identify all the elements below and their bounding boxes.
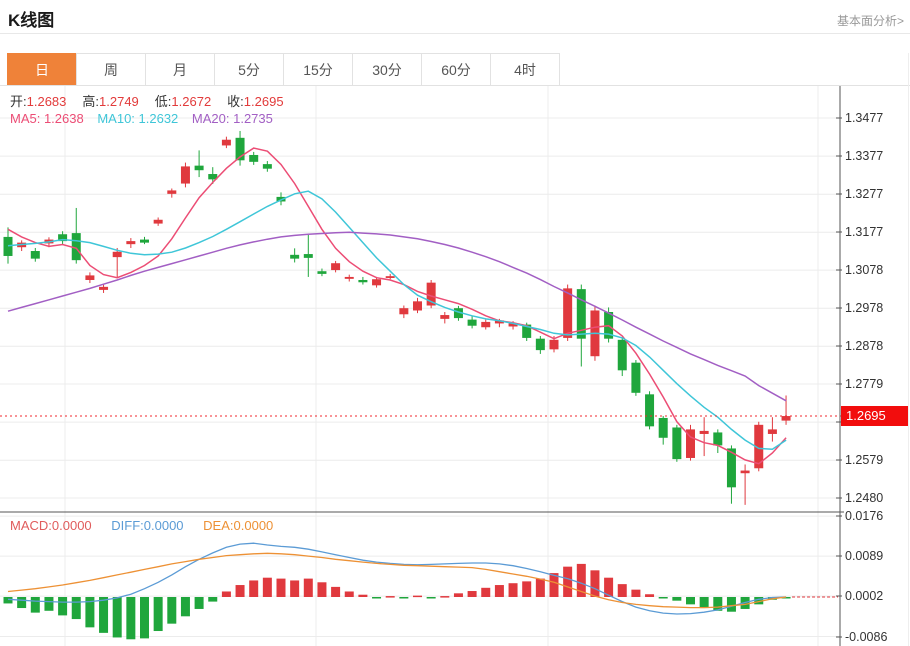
axis-tick-label: 0.0176 xyxy=(845,509,883,523)
axis-tick-label: 1.3177 xyxy=(845,225,883,239)
axis-tick-label: 1.2779 xyxy=(845,377,883,391)
period-tabs: 日周月 5分 15分 30分 60分 4时 xyxy=(7,53,560,86)
tabbar-underline xyxy=(0,85,910,86)
macd-panel xyxy=(3,542,838,640)
price-axis: 1.3477 1.3377 1.3277 1.3177 1.3078 1.2978 1.28… xyxy=(836,86,887,646)
tab-5min[interactable]: 5分 xyxy=(214,53,284,86)
dea-value: DEA:0.0000 xyxy=(203,518,274,533)
axis-tick-label: 0.0089 xyxy=(845,549,883,563)
open-value: 1.2683 xyxy=(26,94,67,109)
tab-60min[interactable]: 60分 xyxy=(421,53,491,86)
ma-lines xyxy=(7,147,787,465)
low-label: 低: xyxy=(154,94,172,109)
ma10-value: MA10: 1.2632 xyxy=(97,111,179,126)
axis-tick-label: 1.3078 xyxy=(845,263,883,277)
widget-right-border xyxy=(908,53,909,646)
diff-line xyxy=(7,542,787,615)
high-value: 1.2749 xyxy=(99,94,139,109)
macd-value: MACD:0.0000 xyxy=(10,518,92,533)
header-divider xyxy=(0,33,910,34)
ma5-line xyxy=(7,147,787,465)
diff-value: DIFF:0.0000 xyxy=(111,518,184,533)
tab-15min[interactable]: 15分 xyxy=(283,53,353,86)
grid xyxy=(0,86,840,646)
ohlc-readout: 开:1.2683 高:1.2749 低:1.2672 收:1.2695 xyxy=(10,91,300,110)
tab-30min[interactable]: 30分 xyxy=(352,53,422,86)
tab-4hour[interactable]: 4时 xyxy=(490,53,560,86)
ma20-line xyxy=(7,231,787,402)
axis-tick-label: 1.3377 xyxy=(845,149,883,163)
close-label: 收: xyxy=(227,94,244,109)
axis-tick-label: 1.2480 xyxy=(845,491,883,505)
axis-tick-label: 1.3477 xyxy=(845,111,883,125)
last-price-badge: 1.2695 xyxy=(841,406,908,426)
candlesticks xyxy=(3,130,791,505)
ma5-value: MA5: 1.2638 xyxy=(10,111,84,126)
tab-month[interactable]: 月 xyxy=(145,53,215,86)
axis-tick-label: -0.0086 xyxy=(845,630,887,644)
ma20-value: MA20: 1.2735 xyxy=(191,111,273,126)
axis-tick-label: 1.3277 xyxy=(845,187,883,201)
dea-line xyxy=(7,552,787,609)
low-value: 1.2672 xyxy=(171,94,212,109)
close-value: 1.2695 xyxy=(243,94,284,109)
page-title: K线图 xyxy=(8,11,55,30)
axis-tick-label: 1.2878 xyxy=(845,339,883,353)
tab-week[interactable]: 周 xyxy=(76,53,146,86)
open-label: 开: xyxy=(10,94,27,109)
high-label: 高: xyxy=(82,94,100,109)
macd-readout: MACD:0.0000 DIFF:0.0000 DEA:0.0000 xyxy=(10,518,289,533)
axis-tick-label: 1.2579 xyxy=(845,453,883,467)
tab-day[interactable]: 日 xyxy=(7,53,77,86)
axis-tick-label: 0.0002 xyxy=(845,589,883,603)
axis-tick-label: 1.2978 xyxy=(845,301,883,315)
ma-readout: MA5: 1.2638 MA10: 1.2632 MA20: 1.2735 xyxy=(10,111,283,126)
fundamental-analysis-link[interactable]: 基本面分析> xyxy=(836,14,904,28)
ma10-line xyxy=(7,190,787,450)
